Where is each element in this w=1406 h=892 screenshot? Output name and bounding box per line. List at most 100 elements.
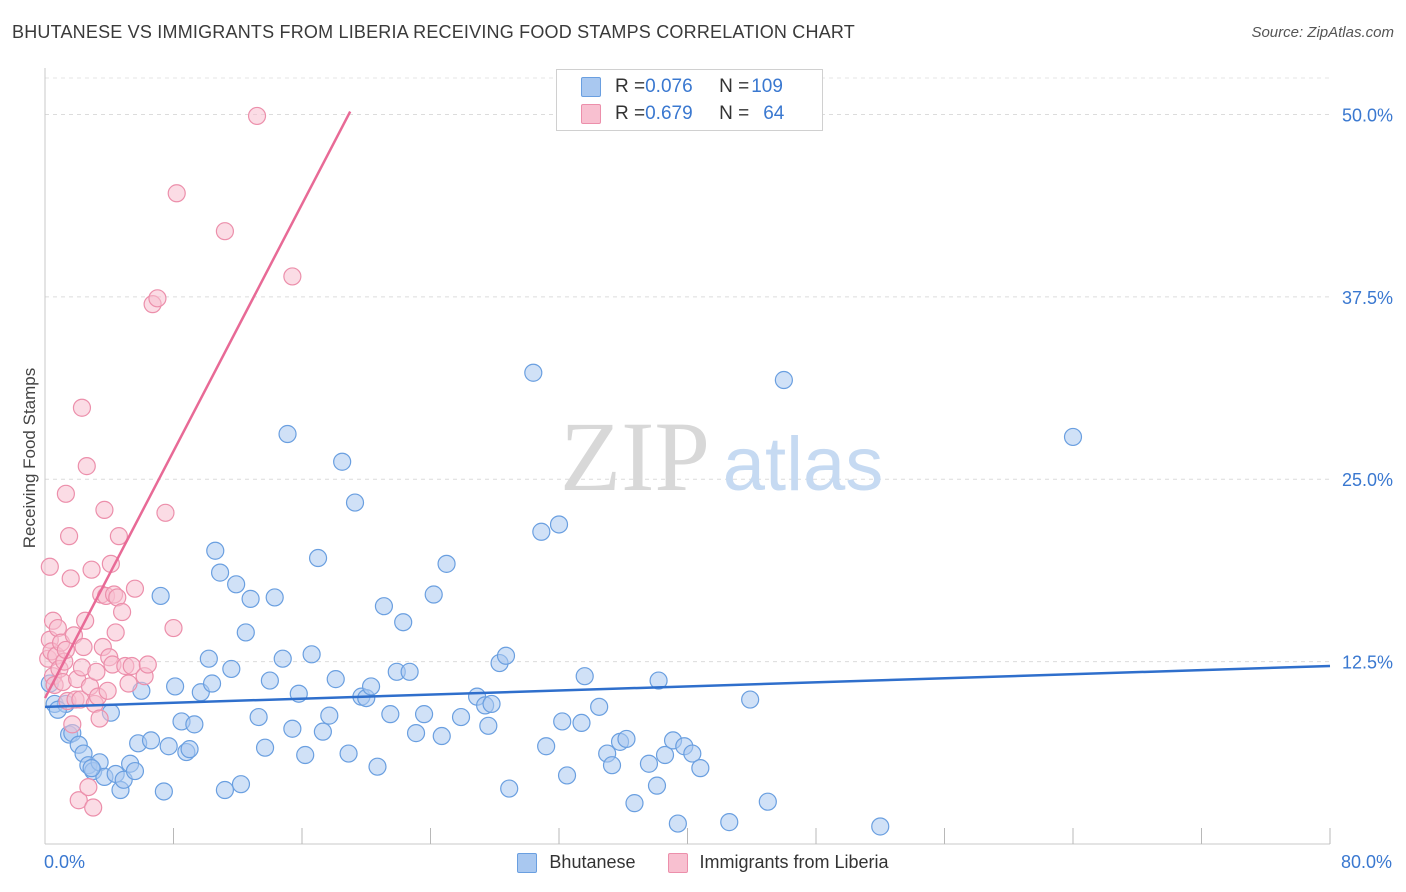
watermark-atlas: atlas [723,422,884,507]
data-point [496,646,516,665]
watermark: ZIP atlas [560,401,883,512]
legend-r-label: R = [615,76,646,97]
data-point [231,775,251,794]
watermark-zip: ZIP [560,401,710,512]
data-point [202,674,222,693]
data-point [647,776,667,795]
data-point [345,493,365,512]
legend-n-label: N = [719,103,750,124]
data-point [227,575,246,594]
data-point [320,706,339,725]
data-point [151,586,170,606]
axes [44,68,1331,845]
data-point [166,677,185,696]
data-point [215,780,234,800]
data-point [575,667,594,686]
data-point [247,106,267,126]
data-point [148,289,167,308]
data-point [106,623,125,642]
data-point [308,548,328,568]
data-point [432,726,451,746]
data-point [72,398,92,417]
data-point [156,503,175,522]
data-point [326,670,345,689]
data-point [249,707,268,727]
y-tick-label: 50.0% [1342,105,1393,125]
data-point [278,424,297,444]
data-point [164,618,183,638]
data-point [406,724,426,743]
data-point [639,754,659,773]
data-point [125,761,145,781]
legend-row-bhutanese: R = 0.076 N = 109 [557,74,783,100]
data-point [154,782,173,801]
y-tick-label: 25.0% [1342,470,1393,490]
y-tick-labels: 12.5% 25.0% 37.5% 50.0% [1342,105,1393,672]
data-point [590,697,609,716]
data-point [255,738,275,757]
data-point [655,745,675,765]
y-tick-label: 12.5% [1342,653,1393,673]
data-point [333,452,352,471]
data-point [61,569,80,588]
data-point [774,370,793,390]
data-point [532,522,551,541]
data-point [625,794,644,813]
data-point [180,740,199,759]
data-point [241,589,260,608]
legend-r-value: 0.679 [645,103,693,124]
legend-row-liberia: R = 0.679 N = 64 [557,101,784,127]
data-point [138,655,157,674]
data-point [479,716,498,735]
data-point [313,722,332,741]
data-point [424,585,443,604]
data-point [98,681,117,700]
data-point [482,694,501,714]
data-point [339,744,358,763]
data-point [683,744,702,763]
legend-label-liberia: Immigrants from Liberia [699,852,889,872]
y-tick-label: 37.5% [1342,288,1393,308]
data-point [414,705,434,724]
legend-swatch-bhutanese [517,852,538,873]
data-point [206,541,225,560]
data-point [451,707,471,727]
data-point [112,602,132,622]
data-point [215,222,234,241]
chart-title: BHUTANESE VS IMMIGRANTS FROM LIBERIA REC… [12,22,855,42]
data-point [400,662,419,681]
data-point [74,637,93,657]
legend-n-value: 109 [751,76,783,97]
x-tick-label-max: 80.0% [1340,852,1392,872]
series-legend: Bhutanese Immigrants from Liberia [0,852,1406,873]
legend-label-bhutanese: Bhutanese [549,852,636,872]
data-point [283,267,302,286]
data-point [185,715,204,734]
data-point [537,737,556,756]
data-point [210,563,230,582]
data-point [82,759,101,778]
data-point [159,737,178,756]
data-point [361,677,381,696]
source-label: Source: ZipAtlas.com [1251,24,1394,41]
legend-swatch-bhutanese [581,77,601,97]
data-point [125,579,145,598]
data-point [381,705,400,724]
data-point [394,613,413,632]
legend-n-label: N = [719,76,750,97]
data-point [84,798,103,817]
data-point [236,623,255,642]
data-point [167,184,186,203]
legend-swatch-liberia [581,104,601,124]
data-point [602,756,622,775]
data-point [109,527,128,546]
legend-swatch-liberia [667,852,688,873]
data-point [524,363,543,382]
legend-n-value: 64 [763,103,785,124]
data-point [691,759,710,778]
data-point [119,674,138,693]
data-point [40,557,59,576]
legend-item-liberia: Immigrants from Liberia [667,852,889,873]
data-point [79,777,98,797]
